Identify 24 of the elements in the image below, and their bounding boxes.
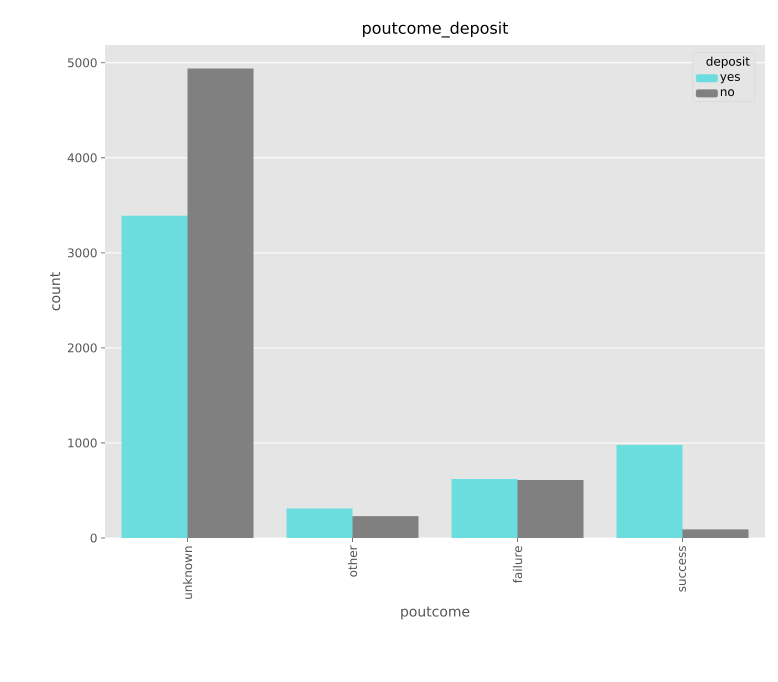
y-tick-label: 0 [90, 533, 97, 543]
legend-label: no [720, 89, 734, 96]
y-tick-label: 1000 [68, 438, 97, 448]
bar [616, 444, 683, 538]
bar [452, 479, 518, 538]
bar [518, 480, 584, 538]
bar [122, 216, 188, 538]
x-tick-label: failure [512, 546, 522, 583]
chart-title: poutcome_deposit [363, 22, 508, 38]
bar [682, 529, 749, 538]
legend-title: deposit [706, 56, 750, 68]
bar [352, 516, 419, 538]
y-tick-label: 5000 [68, 58, 97, 68]
y-tick-label: 2000 [68, 343, 97, 352]
y-tick-label: 4000 [68, 153, 97, 162]
y-axis-title: count [50, 272, 60, 310]
bar [188, 68, 254, 538]
x-tick-label: success [679, 546, 686, 592]
x-axis-title: poutcome [401, 606, 470, 620]
bar [286, 508, 353, 538]
x-tick-label: other [348, 546, 358, 577]
x-tick-label: unknown [182, 546, 192, 599]
y-tick-label: 3000 [68, 248, 97, 258]
legend-label: yes [720, 74, 740, 84]
